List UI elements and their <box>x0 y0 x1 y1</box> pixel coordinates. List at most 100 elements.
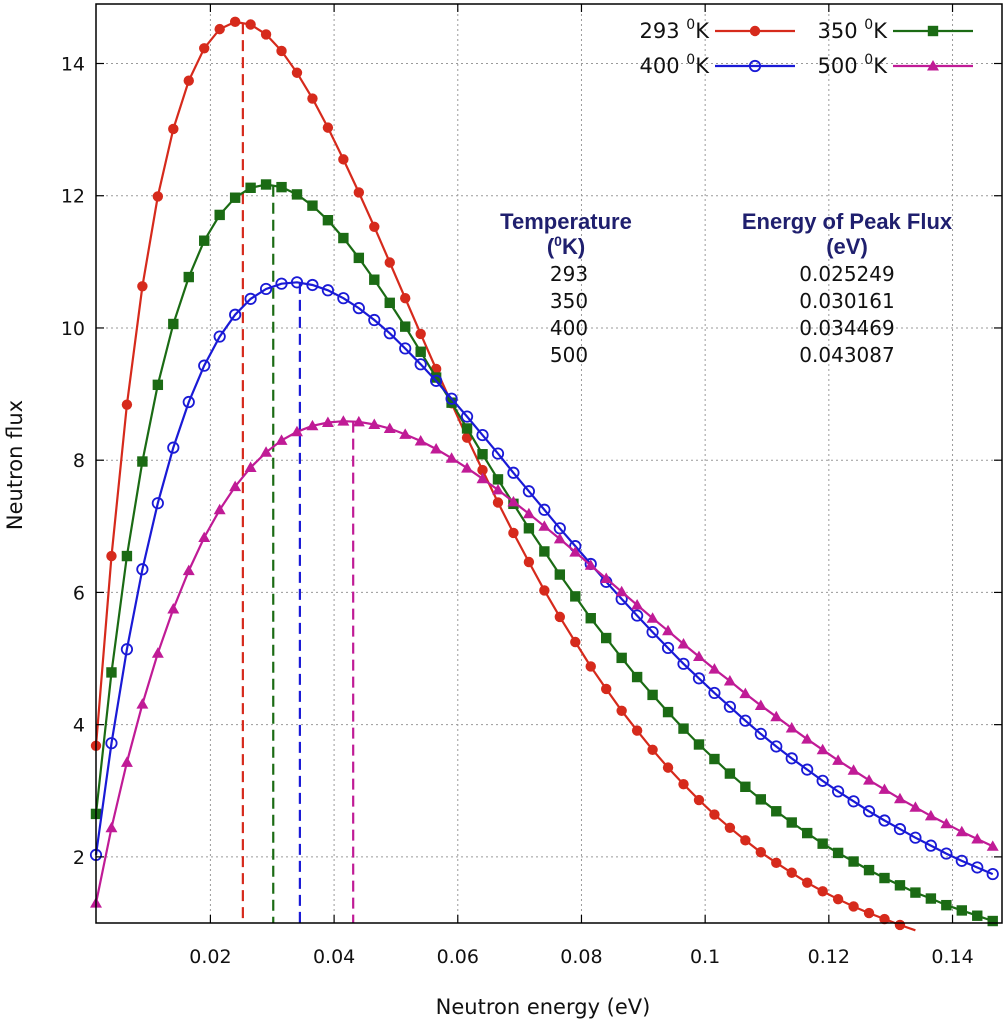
data-point-400 <box>971 861 984 874</box>
data-point-350 <box>492 474 504 485</box>
data-point-293 <box>554 611 566 623</box>
data-point-400 <box>708 686 721 700</box>
legend-label-350: 350 0K <box>818 17 889 43</box>
data-point-400 <box>692 672 706 685</box>
series-line-400 <box>94 281 994 876</box>
series-line-293 <box>94 20 916 932</box>
data-point-350 <box>276 181 287 193</box>
data-point-293 <box>369 221 380 233</box>
data-point-293 <box>229 16 241 28</box>
y-tick-label: 10 <box>61 318 85 340</box>
data-point-500 <box>986 840 999 851</box>
data-point-500 <box>971 833 984 844</box>
data-point-350 <box>461 423 473 434</box>
legend-item-350: 350 0K <box>818 17 973 43</box>
data-point-293 <box>740 835 751 846</box>
data-point-400 <box>955 854 968 867</box>
data-point-400 <box>460 410 474 423</box>
data-point-400 <box>182 395 195 409</box>
data-point-500 <box>291 425 303 437</box>
data-point-350 <box>199 235 210 246</box>
data-point-500 <box>646 612 659 623</box>
axis-ticks: 0.02 0.04 0.06 0.08 0.1 0.12 0.14 2 4 6 8 10 12 14 <box>61 4 1002 968</box>
data-point-400 <box>120 643 134 656</box>
data-point-500 <box>491 483 504 495</box>
data-point-293 <box>879 913 890 925</box>
data-point-400 <box>321 284 335 297</box>
data-point-293 <box>631 725 643 736</box>
data-point-500 <box>785 721 798 733</box>
data-point-293 <box>801 877 813 888</box>
table-cell-energy: 0.025249 <box>799 262 894 286</box>
data-point-500 <box>167 602 180 614</box>
data-point-400 <box>151 497 164 510</box>
y-tick-label: 4 <box>73 715 85 737</box>
data-point-400 <box>368 313 381 327</box>
data-point-500 <box>739 687 752 699</box>
legend-marker-500 <box>927 60 939 71</box>
data-point-400 <box>677 657 690 670</box>
data-point-500 <box>352 415 365 427</box>
table-cell-temperature: 400 <box>550 316 588 340</box>
data-point-500 <box>584 559 597 570</box>
data-point-350 <box>956 905 968 916</box>
data-point-500 <box>600 572 613 584</box>
data-point-500 <box>275 434 288 445</box>
data-point-500 <box>182 564 195 576</box>
data-point-400 <box>909 831 922 844</box>
data-point-350 <box>106 667 117 678</box>
data-point-350 <box>369 274 380 285</box>
data-point-350 <box>353 252 365 264</box>
data-point-350 <box>168 318 179 330</box>
series-line-500 <box>94 420 994 904</box>
data-point-350 <box>647 689 658 701</box>
data-point-500 <box>229 480 242 492</box>
data-point-400 <box>522 485 536 498</box>
data-point-500 <box>260 446 273 457</box>
data-point-500 <box>909 801 922 812</box>
data-point-293 <box>724 822 736 833</box>
data-point-500 <box>955 825 968 837</box>
data-point-400 <box>414 358 427 371</box>
table-cell-energy: 0.030161 <box>799 289 894 313</box>
data-point-350 <box>554 569 566 580</box>
x-tick-label: 0.08 <box>560 946 602 968</box>
data-point-500 <box>553 532 566 544</box>
data-point-350 <box>987 915 998 927</box>
data-point-293 <box>616 705 627 716</box>
data-point-293 <box>647 744 658 755</box>
data-point-293 <box>817 886 828 897</box>
data-point-400 <box>213 330 226 343</box>
data-point-400 <box>785 752 798 765</box>
data-point-400 <box>229 308 242 321</box>
data-point-293 <box>106 550 117 562</box>
data-point-500 <box>878 783 891 794</box>
data-point-293 <box>585 661 596 672</box>
data-point-350 <box>771 806 782 817</box>
data-point-293 <box>338 154 349 165</box>
data-point-350 <box>137 456 148 467</box>
data-point-400 <box>754 727 767 741</box>
x-tick-label: 0.02 <box>189 946 231 968</box>
data-point-350 <box>307 200 318 211</box>
data-point-500 <box>105 821 118 833</box>
table-subheader-energy-unit: (eV) <box>826 234 868 259</box>
data-point-500 <box>662 624 675 636</box>
data-point-400 <box>538 503 551 516</box>
data-point-350 <box>740 781 751 793</box>
table-header-energy: Energy of Peak Flux <box>742 209 953 234</box>
data-point-293 <box>152 191 164 202</box>
legend-item-293: 293 0K <box>640 17 795 43</box>
data-point-293 <box>832 893 844 905</box>
data-point-400 <box>801 763 814 776</box>
data-point-350 <box>678 723 689 734</box>
data-point-350 <box>291 189 303 200</box>
data-point-500 <box>569 546 582 557</box>
data-point-350 <box>941 899 952 911</box>
grid <box>96 4 1002 923</box>
data-point-400 <box>878 814 891 827</box>
data-point-293 <box>786 867 797 878</box>
data-point-500 <box>631 599 644 610</box>
data-point-400 <box>491 447 505 460</box>
series-500 <box>90 415 999 908</box>
